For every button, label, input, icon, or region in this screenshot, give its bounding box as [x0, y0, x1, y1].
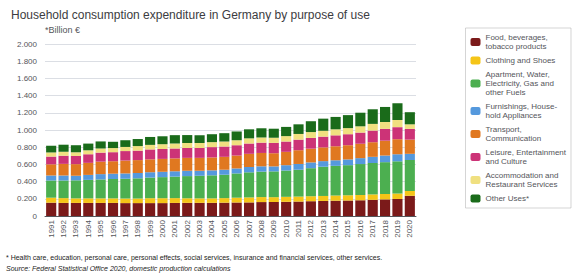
svg-text:Transport,: Transport, — [486, 125, 522, 134]
svg-text:2020: 2020 — [405, 219, 414, 237]
svg-text:hold Appliances: hold Appliances — [486, 111, 542, 120]
svg-text:2017: 2017 — [368, 219, 377, 237]
svg-text:1999: 1999 — [146, 219, 155, 237]
svg-text:1998: 1998 — [133, 219, 142, 237]
svg-text:0: 0 — [33, 212, 38, 221]
svg-text:2012: 2012 — [306, 219, 315, 237]
svg-text:Accommodation and: Accommodation and — [486, 171, 559, 180]
svg-text:1.000: 1.000 — [17, 126, 38, 135]
svg-text:2.000: 2.000 — [17, 40, 38, 49]
svg-text:2010: 2010 — [282, 219, 291, 237]
svg-text:1994: 1994 — [84, 219, 93, 237]
svg-text:tobacco products: tobacco products — [486, 42, 547, 51]
svg-text:1993: 1993 — [71, 219, 80, 237]
svg-text:0.400: 0.400 — [17, 177, 38, 186]
svg-text:other Fuels: other Fuels — [486, 88, 526, 97]
svg-text:Communication: Communication — [486, 134, 542, 143]
svg-text:*Billion €: *Billion € — [45, 25, 80, 35]
svg-text:1.600: 1.600 — [17, 74, 38, 83]
svg-text:2019: 2019 — [393, 219, 402, 237]
svg-text:1.200: 1.200 — [17, 108, 38, 117]
svg-text:1997: 1997 — [121, 219, 130, 237]
svg-text:and Culture: and Culture — [486, 157, 528, 166]
svg-text:1991: 1991 — [47, 219, 56, 237]
svg-text:Electricity, Gas and: Electricity, Gas and — [486, 79, 554, 88]
svg-text:2009: 2009 — [269, 219, 278, 237]
svg-text:2013: 2013 — [319, 219, 328, 237]
svg-text:Furnishings, House-: Furnishings, House- — [486, 102, 558, 111]
svg-text:Household consumption expendit: Household consumption expenditure in Ger… — [11, 8, 370, 22]
svg-text:2015: 2015 — [343, 219, 352, 237]
svg-text:Leisure, Entertainment: Leisure, Entertainment — [486, 148, 567, 157]
svg-text:Restaurant Services: Restaurant Services — [486, 180, 558, 189]
svg-text:2006: 2006 — [232, 219, 241, 237]
svg-text:2000: 2000 — [158, 219, 167, 237]
svg-text:2008: 2008 — [257, 219, 266, 237]
svg-text:2002: 2002 — [183, 219, 192, 237]
svg-text:Apartment, Water,: Apartment, Water, — [486, 70, 550, 79]
svg-text:1995: 1995 — [96, 219, 105, 237]
svg-text:Other Uses*: Other Uses* — [486, 194, 530, 203]
svg-text:2001: 2001 — [170, 219, 179, 237]
svg-text:1.400: 1.400 — [17, 91, 38, 100]
svg-text:2007: 2007 — [245, 219, 254, 237]
svg-text:2005: 2005 — [220, 219, 229, 237]
svg-text:2016: 2016 — [356, 219, 365, 237]
svg-text:2018: 2018 — [381, 219, 390, 237]
svg-text:0.200: 0.200 — [17, 194, 38, 203]
svg-text:0.600: 0.600 — [17, 160, 38, 169]
svg-text:1996: 1996 — [109, 219, 118, 237]
svg-text:1992: 1992 — [59, 219, 68, 237]
svg-text:Food, beverages,: Food, beverages, — [486, 33, 548, 42]
svg-text:0.800: 0.800 — [17, 143, 38, 152]
svg-text:Source: Federal Statistical Of: Source: Federal Statistical Office 2020,… — [6, 265, 231, 273]
svg-text:Clothing and Shoes: Clothing and Shoes — [486, 56, 556, 65]
svg-text:2014: 2014 — [331, 219, 340, 237]
svg-text:2011: 2011 — [294, 219, 303, 237]
svg-text:2004: 2004 — [207, 219, 216, 237]
svg-text:2003: 2003 — [195, 219, 204, 237]
svg-text:1.800: 1.800 — [17, 57, 38, 66]
svg-text:* Health care, education, pers: * Health care, education, personal care,… — [6, 254, 382, 262]
